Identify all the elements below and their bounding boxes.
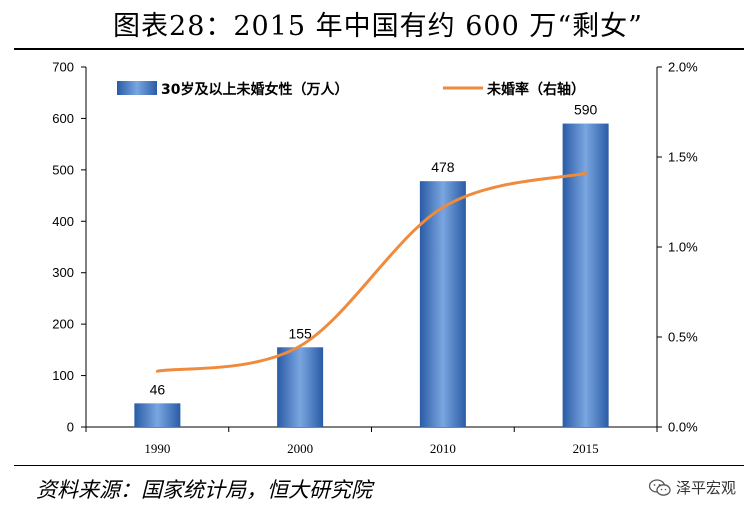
x-tick-label: 2015 [573, 441, 599, 456]
y-tick-label-right: 1.0% [668, 240, 698, 255]
y-tick-label-right: 0.5% [668, 330, 698, 345]
bar-data-label: 478 [431, 159, 455, 175]
legend-label-line: 未婚率（右轴） [487, 81, 585, 98]
bar-data-label: 46 [150, 381, 166, 397]
x-tick-label: 2010 [430, 441, 456, 456]
title-rule [14, 48, 744, 50]
y-tick-label-right: 1.5% [668, 150, 698, 165]
legend-label-bar: 30岁及以上未婚女性（万人） [161, 81, 348, 98]
x-tick-label: 2000 [287, 441, 313, 456]
source-note: 资料来源：国家统计局，恒大研究院 [36, 478, 372, 502]
chart: 0 100 200 300 400 500 600 700 0.0% 0.5% 1.0% 1.5% 2.… [52, 60, 698, 457]
axes: 0 100 200 300 400 500 600 700 0.0% 0.5% 1.0% 1.5% 2.… [52, 60, 698, 457]
watermark-text: 泽平宏观 [675, 479, 736, 497]
y-tick-label-left: 0 [67, 420, 74, 435]
y-tick-label-left: 400 [52, 214, 74, 229]
y-tick-label-right: 2.0% [668, 60, 698, 75]
x-tick-label: 1990 [144, 441, 170, 456]
y-tick-label-right: 0.0% [668, 420, 698, 435]
bar [419, 181, 466, 427]
y-tick-label-left: 500 [52, 162, 74, 177]
y-tick-label-left: 600 [52, 111, 74, 126]
bar [134, 403, 181, 427]
line-series [155, 171, 588, 373]
watermark: 泽平宏观 [648, 477, 736, 498]
legend-swatch-bar [117, 81, 157, 95]
bar [562, 123, 609, 428]
y-tick-label-left: 200 [52, 317, 74, 332]
chart-title: 图表28：2015 年中国有约 600 万“剩女” [113, 11, 643, 42]
y-tick-label-left: 700 [52, 60, 74, 75]
bar-data-label: 590 [574, 102, 598, 118]
line-path [155, 171, 588, 373]
bar-data-label: 155 [288, 325, 312, 341]
bar-series: 46 155 478 590 [134, 102, 609, 428]
y-tick-label-left: 100 [52, 368, 74, 383]
y-tick-label-left: 300 [52, 265, 74, 280]
bar [277, 347, 324, 427]
bottom-rule [14, 465, 744, 466]
wechat-icon [648, 478, 671, 496]
legend: 30岁及以上未婚女性（万人） 未婚率（右轴） [117, 81, 585, 98]
